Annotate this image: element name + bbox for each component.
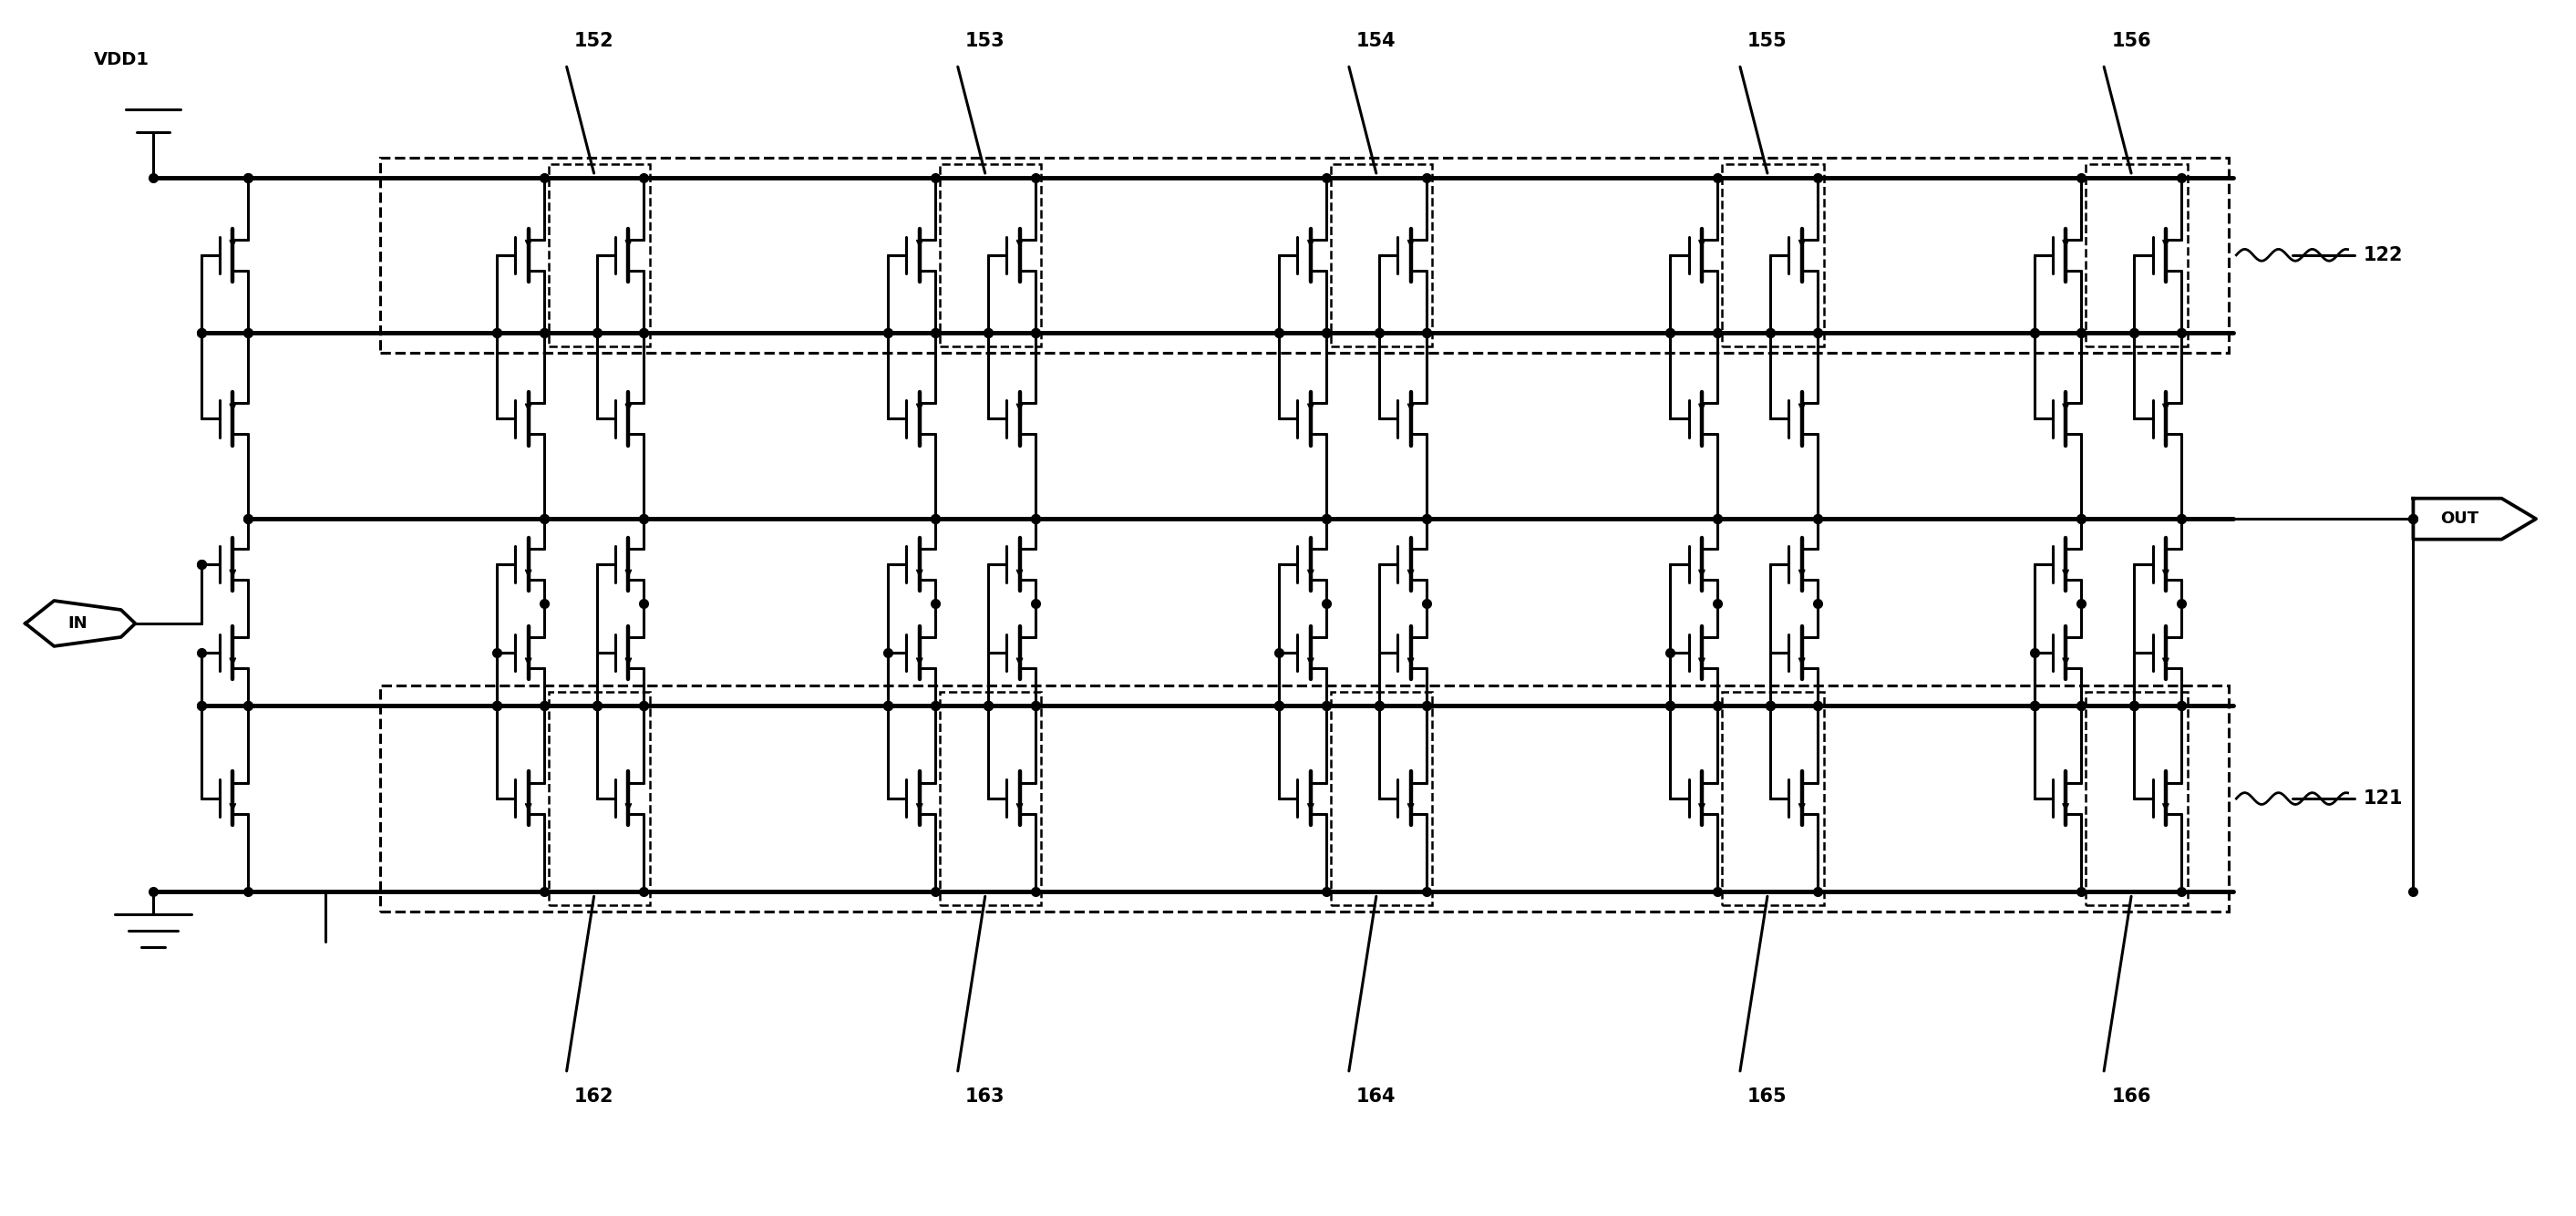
Text: 164: 164	[1358, 1087, 1396, 1105]
Bar	[940, 692, 1041, 906]
Bar	[549, 164, 649, 347]
Bar	[1721, 164, 1824, 347]
Text: 122: 122	[2365, 246, 2403, 264]
Bar	[549, 692, 649, 906]
Text: 154: 154	[1358, 32, 1396, 50]
Text: IN: IN	[67, 615, 88, 631]
Bar	[381, 158, 2228, 353]
Text: 163: 163	[966, 1087, 1005, 1105]
Text: 162: 162	[574, 1087, 613, 1105]
Bar	[1332, 164, 1432, 347]
Text: VDD1: VDD1	[93, 51, 149, 68]
Bar	[2087, 692, 2187, 906]
Text: 166: 166	[2112, 1087, 2151, 1105]
Bar	[940, 164, 1041, 347]
Text: 152: 152	[574, 32, 613, 50]
Text: OUT: OUT	[2439, 511, 2478, 527]
Text: 156: 156	[2112, 32, 2151, 50]
Text: 121: 121	[2365, 789, 2403, 807]
Bar	[2087, 164, 2187, 347]
Text: 153: 153	[966, 32, 1005, 50]
Bar	[381, 686, 2228, 912]
Bar	[1332, 692, 1432, 906]
Text: 165: 165	[1747, 1087, 1788, 1105]
Text: 155: 155	[1747, 32, 1788, 50]
Bar	[1721, 692, 1824, 906]
